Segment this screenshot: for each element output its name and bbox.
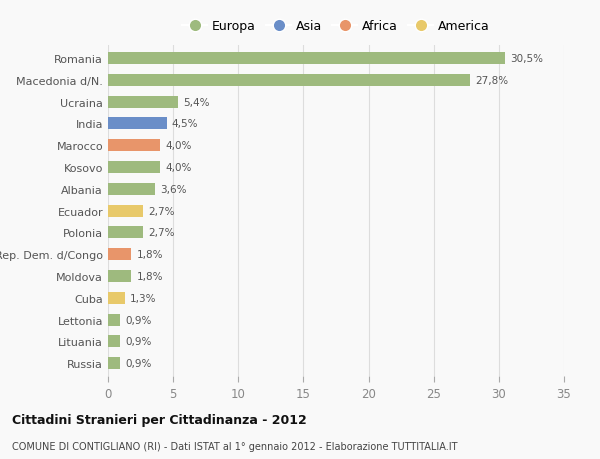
Bar: [108, 314, 120, 326]
Text: 4,5%: 4,5%: [172, 119, 199, 129]
Text: 4,0%: 4,0%: [166, 141, 192, 151]
Text: 30,5%: 30,5%: [511, 54, 544, 64]
Bar: [108, 96, 178, 108]
Bar: [108, 249, 131, 261]
Bar: [108, 184, 155, 196]
Text: 2,7%: 2,7%: [148, 228, 175, 238]
Text: 1,8%: 1,8%: [137, 271, 163, 281]
Text: 5,4%: 5,4%: [184, 97, 210, 107]
Text: 0,9%: 0,9%: [125, 315, 151, 325]
Text: 3,6%: 3,6%: [160, 185, 187, 195]
Text: 1,8%: 1,8%: [137, 250, 163, 260]
Text: Cittadini Stranieri per Cittadinanza - 2012: Cittadini Stranieri per Cittadinanza - 2…: [12, 413, 307, 426]
Bar: [108, 75, 470, 87]
Bar: [108, 358, 120, 369]
Legend: Europa, Asia, Africa, America: Europa, Asia, Africa, America: [182, 20, 490, 33]
Text: 1,3%: 1,3%: [130, 293, 157, 303]
Text: COMUNE DI CONTIGLIANO (RI) - Dati ISTAT al 1° gennaio 2012 - Elaborazione TUTTIT: COMUNE DI CONTIGLIANO (RI) - Dati ISTAT …: [12, 441, 458, 451]
Bar: [108, 292, 125, 304]
Bar: [108, 270, 131, 282]
Text: 27,8%: 27,8%: [475, 76, 509, 86]
Bar: [108, 53, 505, 65]
Bar: [108, 118, 167, 130]
Bar: [108, 336, 120, 347]
Bar: [108, 162, 160, 174]
Bar: [108, 140, 160, 152]
Bar: [108, 227, 143, 239]
Bar: [108, 205, 143, 217]
Text: 2,7%: 2,7%: [148, 206, 175, 216]
Text: 4,0%: 4,0%: [166, 162, 192, 173]
Text: 0,9%: 0,9%: [125, 336, 151, 347]
Text: 0,9%: 0,9%: [125, 358, 151, 368]
